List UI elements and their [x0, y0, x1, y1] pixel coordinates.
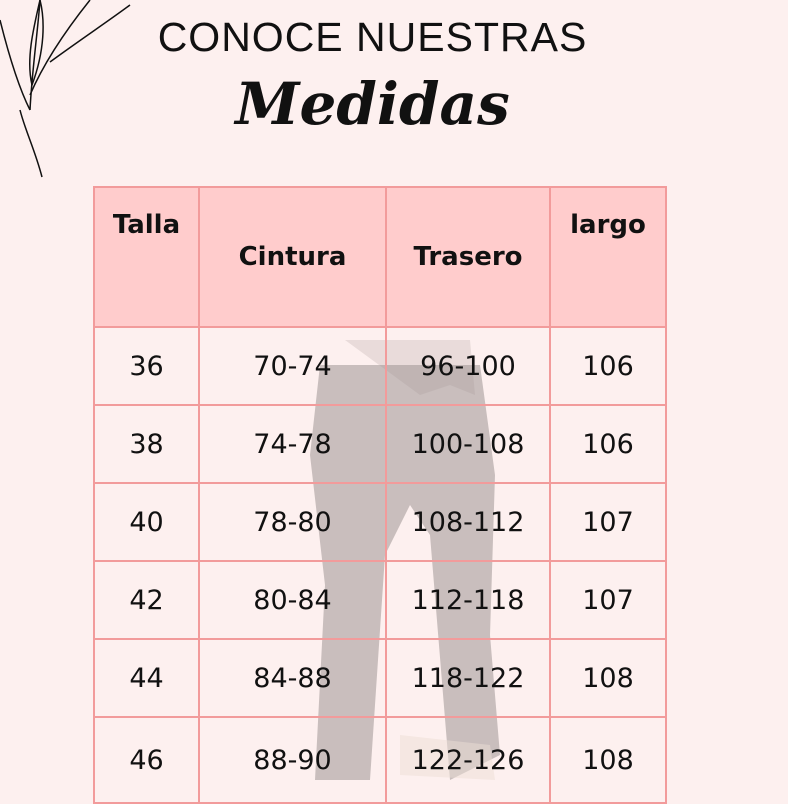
cell-trasero: 100-108	[385, 404, 551, 484]
cell-largo: 106	[549, 326, 667, 406]
cell-trasero: 96-100	[385, 326, 551, 406]
cell-largo: 107	[549, 560, 667, 640]
table-header-row: Talla Cintura Trasero largo	[93, 186, 667, 328]
header-talla: Talla	[93, 186, 200, 328]
cell-cintura: 80-84	[198, 560, 387, 640]
table-row: 44 84-88 118-122 108	[93, 638, 667, 718]
cell-talla: 42	[93, 560, 200, 640]
cell-cintura: 88-90	[198, 716, 387, 804]
cell-talla: 44	[93, 638, 200, 718]
size-chart-table: Talla Cintura Trasero largo 36 70-74 96-…	[93, 186, 667, 804]
table-row: 36 70-74 96-100 106	[93, 326, 667, 406]
cell-cintura: 78-80	[198, 482, 387, 562]
title-line-2: Medidas	[235, 70, 510, 138]
cell-trasero: 112-118	[385, 560, 551, 640]
cell-largo: 108	[549, 638, 667, 718]
botanical-line-art-icon	[0, 0, 131, 178]
cell-largo: 106	[549, 404, 667, 484]
cell-talla: 46	[93, 716, 200, 804]
cell-trasero: 118-122	[385, 638, 551, 718]
title-line-1: CONOCE NUESTRAS	[157, 14, 588, 60]
table-row: 40 78-80 108-112 107	[93, 482, 667, 562]
table-row: 42 80-84 112-118 107	[93, 560, 667, 640]
header-largo: largo	[549, 186, 667, 328]
cell-cintura: 70-74	[198, 326, 387, 406]
header-trasero: Trasero	[385, 186, 551, 328]
cell-talla: 38	[93, 404, 200, 484]
cell-talla: 36	[93, 326, 200, 406]
cell-cintura: 74-78	[198, 404, 387, 484]
table-row: 38 74-78 100-108 106	[93, 404, 667, 484]
cell-largo: 108	[549, 716, 667, 804]
cell-largo: 107	[549, 482, 667, 562]
cell-talla: 40	[93, 482, 200, 562]
cell-trasero: 122-126	[385, 716, 551, 804]
cell-cintura: 84-88	[198, 638, 387, 718]
table-row: 46 88-90 122-126 108	[93, 716, 667, 804]
header-cintura: Cintura	[198, 186, 387, 328]
cell-trasero: 108-112	[385, 482, 551, 562]
